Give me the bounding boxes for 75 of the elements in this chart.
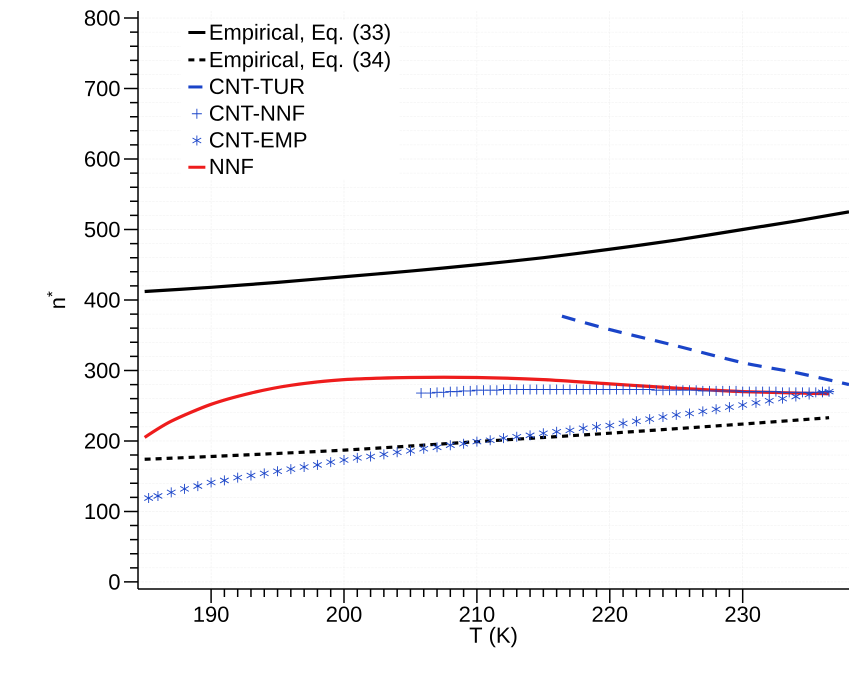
y-tick-label: 500	[84, 222, 120, 238]
point	[246, 470, 256, 481]
x-tick-label: 190	[194, 606, 229, 622]
point	[232, 472, 242, 484]
point	[406, 445, 416, 456]
point	[180, 483, 190, 494]
point	[446, 440, 456, 451]
y-tick-label: 0	[109, 574, 120, 590]
point	[472, 436, 482, 448]
point	[751, 397, 761, 408]
point	[578, 422, 588, 434]
point	[671, 409, 682, 420]
point	[392, 446, 402, 458]
point	[512, 431, 522, 442]
point	[724, 402, 734, 413]
legend-label: CNT-EMP	[210, 132, 306, 148]
point	[824, 386, 834, 398]
point	[632, 416, 642, 427]
x-tick-label: 210	[460, 606, 494, 622]
point	[525, 430, 535, 441]
point	[272, 466, 282, 477]
point	[366, 451, 376, 462]
point	[818, 386, 828, 398]
point	[379, 448, 389, 460]
x-axis-title: T (K)	[470, 626, 516, 648]
point	[485, 434, 495, 446]
point	[286, 464, 296, 475]
point	[804, 388, 814, 400]
point	[592, 421, 602, 432]
point	[658, 412, 668, 422]
point	[698, 406, 708, 417]
point	[299, 462, 309, 472]
point	[206, 477, 216, 488]
legend-label: CNT-TUR	[210, 78, 304, 94]
legend-label: NNF	[210, 158, 254, 174]
point	[418, 443, 429, 454]
point	[738, 400, 748, 410]
x-tick-label: 200	[326, 606, 362, 622]
x-tick-label: 220	[592, 606, 628, 622]
point	[458, 438, 468, 450]
point	[618, 418, 628, 429]
point	[684, 408, 694, 419]
y-tick-label: 100	[86, 504, 120, 520]
legend-label: CNT-NNF	[210, 105, 304, 121]
legend-label: Empirical, Eq. (33)	[210, 24, 390, 44]
point	[144, 492, 154, 504]
point	[326, 456, 336, 468]
y-tick-label: 700	[85, 80, 120, 96]
point	[538, 428, 548, 439]
point	[193, 480, 203, 492]
line-series	[143, 416, 831, 461]
y-tick-label: 800	[84, 10, 120, 26]
x-tick-label: 230	[726, 606, 760, 622]
line-series	[560, 314, 850, 386]
point	[220, 474, 230, 486]
y-tick-label: 400	[84, 292, 120, 308]
line-series	[143, 210, 850, 294]
point	[605, 420, 615, 431]
point	[711, 404, 721, 415]
point	[432, 442, 442, 453]
point	[644, 414, 654, 425]
point	[166, 486, 176, 498]
point	[259, 468, 270, 479]
point	[312, 459, 322, 470]
point	[565, 424, 575, 436]
y-tick-label: 600	[85, 151, 120, 167]
y-axis-title: n$^{*}$	[47, 291, 66, 308]
point	[339, 454, 349, 466]
y-tick-label: 200	[85, 433, 120, 449]
point	[498, 432, 508, 444]
point	[153, 490, 163, 502]
legend-label: Empirical, Eq. (34)	[210, 51, 390, 72]
point	[352, 452, 362, 464]
y-tick-label: 300	[84, 362, 120, 378]
point	[552, 426, 562, 438]
